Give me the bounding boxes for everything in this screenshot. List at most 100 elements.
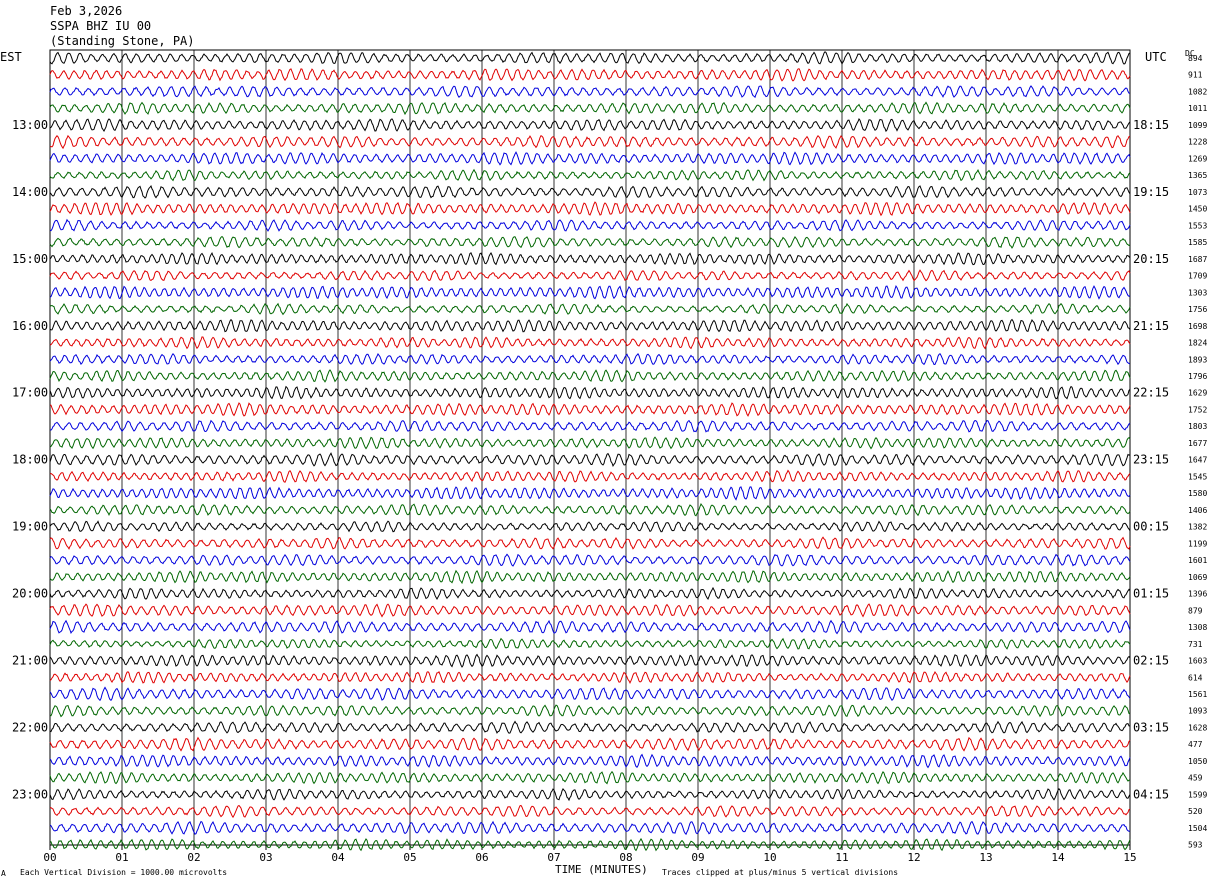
dc-offset-label: 1069 [1188,573,1207,582]
dc-offset-label: 1308 [1188,623,1207,632]
corner-mark: A [1,869,6,878]
dc-offset-label: 1647 [1188,456,1207,465]
x-tick-label: 09 [691,851,704,864]
seismic-trace [49,820,1131,836]
dc-offset-label: 1698 [1188,322,1207,331]
seismic-trace [49,201,1131,217]
est-hour-label: 23:00 [12,787,48,801]
seismic-trace [49,770,1131,785]
dc-offset-label: 1269 [1188,154,1207,163]
dc-offset-label: 1082 [1188,87,1207,96]
seismic-trace [49,385,1131,400]
dc-offset-label: 1603 [1188,657,1207,666]
seismic-trace [49,117,1131,133]
seismic-trace [49,369,1131,383]
x-axis-title: TIME (MINUTES) [555,863,648,876]
seismic-trace [49,486,1131,501]
dc-offset-label: 1599 [1188,790,1207,799]
dc-offset-label: 879 [1188,606,1203,615]
seismic-trace [49,603,1131,618]
dc-offset-label: 1580 [1188,489,1207,498]
seismic-trace [49,720,1131,734]
x-tick-label: 02 [187,851,200,864]
utc-hour-label: 21:15 [1133,319,1169,333]
clip-note: Traces clipped at plus/minus 5 vertical … [662,868,899,877]
utc-hour-label: 02:15 [1133,654,1169,668]
x-tick-label: 04 [331,851,345,864]
utc-hour-label: 00:15 [1133,520,1169,534]
utc-hour-label: 18:15 [1133,118,1169,132]
scale-note: Each Vertical Division = 1000.00 microvo… [20,868,228,877]
dc-offset-label: 911 [1188,71,1203,80]
dc-offset-label: 459 [1188,774,1203,783]
seismic-trace [49,419,1131,433]
utc-hour-label: 19:15 [1133,185,1169,199]
seismic-trace [49,318,1131,333]
dc-offset-label: 1050 [1188,757,1207,766]
dc-offset-label: 1099 [1188,121,1207,130]
seismic-trace [49,619,1131,635]
seismic-trace [49,101,1131,116]
dc-offset-label: 520 [1188,807,1203,816]
utc-hour-label: 04:15 [1133,787,1169,801]
seismic-trace [49,804,1131,819]
dc-offset-label: 1545 [1188,472,1207,481]
seismic-trace [49,502,1131,517]
seismic-trace [49,336,1131,350]
x-tick-label: 14 [1051,851,1065,864]
est-hour-label: 16:00 [12,319,48,333]
seismic-trace [49,352,1131,366]
x-tick-label: 05 [403,851,416,864]
dc-offset-label: 1803 [1188,422,1207,431]
x-tick-label: 10 [763,851,776,864]
seismic-trace [49,302,1131,316]
dc-offset-label: 1450 [1188,205,1207,214]
seismic-trace [49,520,1131,533]
seismic-trace [49,184,1131,199]
seismic-trace [49,251,1131,266]
dc-offset-label: 1687 [1188,255,1207,264]
seismic-trace [49,235,1131,249]
dc-offset-label: 1709 [1188,272,1207,281]
x-tick-label: 08 [619,851,632,864]
est-hour-label: 22:00 [12,720,48,734]
left-timezone-label: EST [0,50,22,64]
dc-offset-label: 1893 [1188,355,1207,364]
dc-offset-label: 1382 [1188,523,1207,532]
seismic-trace [49,569,1131,585]
utc-hour-label: 20:15 [1133,252,1169,266]
dc-offset-label: 614 [1188,673,1203,682]
utc-hour-label: 23:15 [1133,453,1169,467]
dc-offset-label: 1561 [1188,690,1207,699]
seismic-trace [49,134,1131,150]
seismic-trace [49,151,1131,166]
seismic-trace [49,753,1131,769]
seismic-trace [49,68,1131,82]
seismic-trace [49,218,1131,232]
dc-offset-label: 1406 [1188,506,1207,515]
dc-offset-label: 894 [1188,54,1203,63]
dc-offset-label: 1303 [1188,288,1207,297]
dc-offset-label: 1601 [1188,556,1207,565]
seismic-trace [49,586,1131,601]
seismic-trace [49,469,1131,483]
x-tick-label: 11 [835,851,848,864]
x-tick-label: 03 [259,851,272,864]
dc-offset-label: 1199 [1188,539,1207,548]
dc-offset-label: 1677 [1188,439,1207,448]
est-hour-label: 18:00 [12,453,48,467]
dc-offset-label: 1796 [1188,372,1207,381]
seismic-trace [49,269,1131,282]
dc-offset-label: 1628 [1188,723,1207,732]
location-label: (Standing Stone, PA) [50,34,195,48]
dc-offset-label: 477 [1188,740,1203,749]
seismic-trace [49,284,1131,300]
seismic-trace [49,736,1131,752]
dc-header-label: DC [1185,49,1195,58]
dc-offset-label: 593 [1188,841,1203,850]
dc-offset-label: 1011 [1188,104,1207,113]
seismic-trace [49,536,1131,550]
seismic-trace [49,653,1131,668]
est-hour-label: 13:00 [12,118,48,132]
dc-offset-label: 1228 [1188,138,1207,147]
